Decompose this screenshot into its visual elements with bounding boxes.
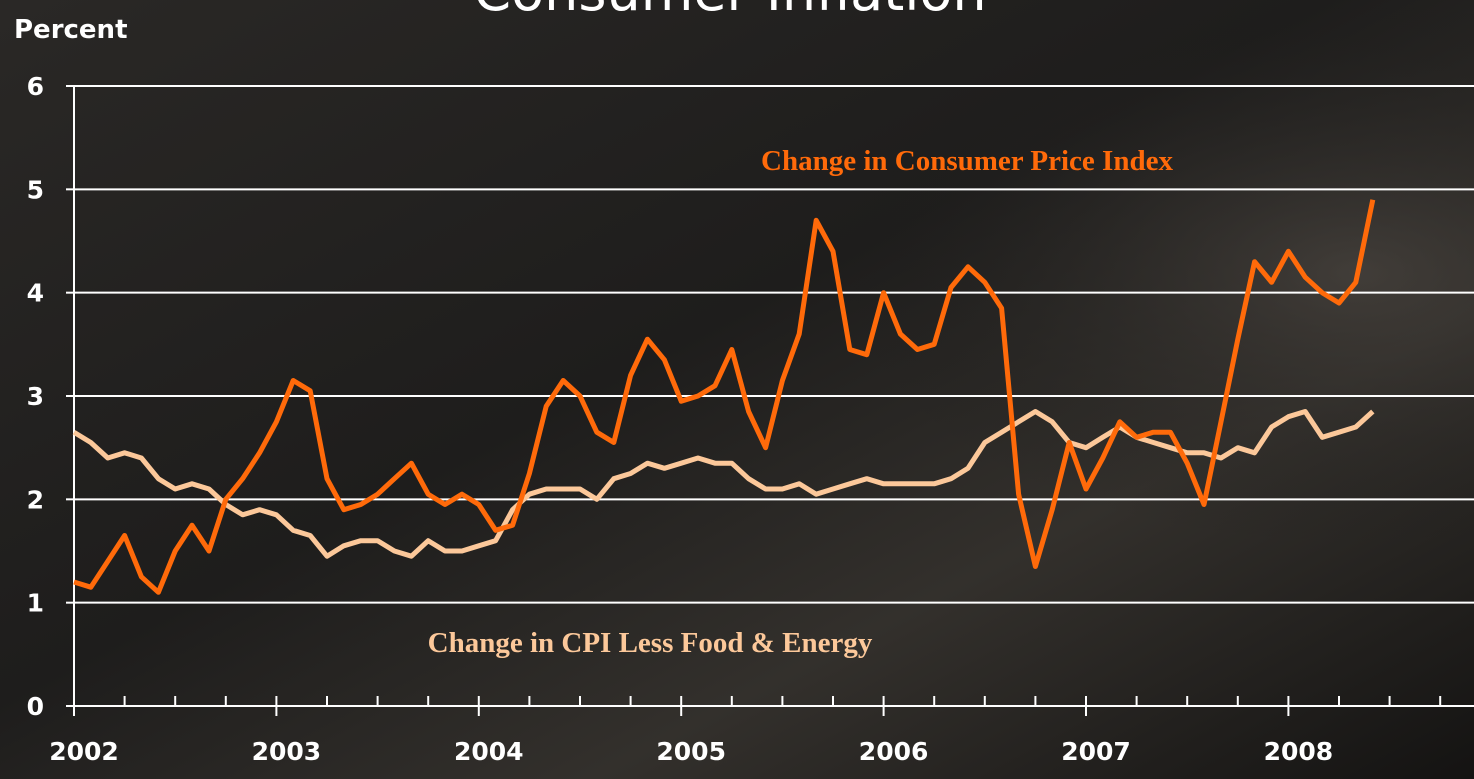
x-tick-label: 2003 xyxy=(252,737,322,766)
x-tick-label: 2002 xyxy=(49,737,119,766)
x-tick-label: 2005 xyxy=(656,737,726,766)
x-tick-label: 2006 xyxy=(859,737,929,766)
background-glow xyxy=(0,0,1474,779)
chart-title: Consumer Inflation xyxy=(473,0,986,23)
chart: Consumer Inflation Percent 0 1 2 3 4 5 6 2002 20… xyxy=(0,0,1474,779)
series-label: Change in CPI Less Food & Energy xyxy=(428,627,873,659)
y-tick-label: 3 xyxy=(27,382,44,411)
x-tick-label: 2008 xyxy=(1264,737,1334,766)
x-tick-label: 2007 xyxy=(1061,737,1131,766)
y-tick-label: 6 xyxy=(27,72,44,101)
y-tick-label: 4 xyxy=(27,279,44,308)
y-axis-label: Percent xyxy=(14,15,128,45)
x-tick-label: 2004 xyxy=(454,737,524,766)
y-tick-label: 0 xyxy=(27,692,44,721)
series-label: Change in Consumer Price Index xyxy=(761,145,1173,177)
y-tick-label: 5 xyxy=(27,175,44,204)
y-tick-label: 1 xyxy=(27,589,44,618)
y-tick-label: 2 xyxy=(27,485,44,514)
